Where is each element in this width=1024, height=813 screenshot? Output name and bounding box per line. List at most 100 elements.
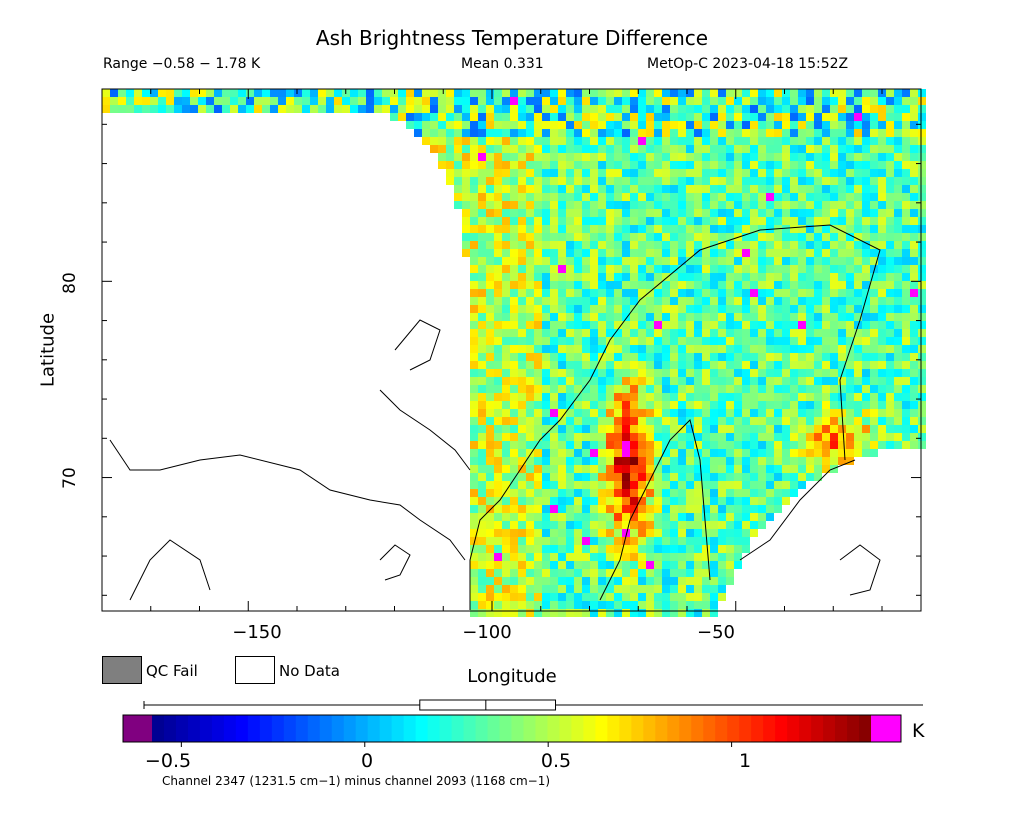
heatmap-cell [598, 233, 606, 241]
heatmap-cell [622, 601, 630, 609]
heatmap-cell [822, 281, 830, 289]
heatmap-cell [694, 233, 702, 241]
heatmap-cell [790, 465, 798, 473]
heatmap-cell [774, 465, 782, 473]
heatmap-cell [710, 265, 718, 273]
heatmap-cell [774, 433, 782, 441]
heatmap-cell [566, 361, 574, 369]
heatmap-cell [550, 129, 558, 137]
heatmap-cell [462, 129, 470, 137]
heatmap-cell [662, 337, 670, 345]
heatmap-cell [486, 377, 494, 385]
heatmap-cell [582, 225, 590, 233]
heatmap-cell [598, 417, 606, 425]
heatmap-cell [742, 329, 750, 337]
heatmap-cell [822, 121, 830, 129]
heatmap-cell [558, 609, 566, 617]
heatmap-cell [478, 449, 486, 457]
heatmap-cell [598, 257, 606, 265]
heatmap-cell [518, 417, 526, 425]
heatmap-cell [174, 89, 182, 97]
heatmap-cell [846, 273, 854, 281]
heatmap-cell [838, 457, 846, 465]
coastline [739, 459, 856, 561]
heatmap-cell [510, 449, 518, 457]
heatmap-cell [750, 529, 758, 537]
heatmap-cell [470, 489, 478, 497]
heatmap-cell [734, 201, 742, 209]
heatmap-cell [854, 273, 862, 281]
heatmap-cell [542, 241, 550, 249]
heatmap-cell [654, 433, 662, 441]
heatmap-cell [854, 121, 862, 129]
heatmap-cell [534, 241, 542, 249]
heatmap-cell [574, 433, 582, 441]
heatmap-cell [726, 265, 734, 273]
heatmap-cell [750, 297, 758, 305]
heatmap-cell [710, 409, 718, 417]
heatmap-cell [662, 529, 670, 537]
heatmap-cell [694, 529, 702, 537]
heatmap-cell [558, 337, 566, 345]
heatmap-cell [518, 553, 526, 561]
heatmap-cell [462, 169, 470, 177]
heatmap-cell [638, 489, 646, 497]
heatmap-cell [798, 385, 806, 393]
heatmap-cell [614, 361, 622, 369]
colorbar-segment [667, 715, 680, 742]
heatmap-cell [790, 129, 798, 137]
heatmap-cell [830, 201, 838, 209]
heatmap-cell [854, 393, 862, 401]
heatmap-cell [502, 353, 510, 361]
heatmap-cell [510, 553, 518, 561]
heatmap-cell [662, 497, 670, 505]
heatmap-cell [614, 137, 622, 145]
colorbar-tick-label: 0.5 [540, 750, 572, 772]
heatmap-cell [526, 305, 534, 313]
heatmap-cell [582, 513, 590, 521]
heatmap-cell [774, 449, 782, 457]
heatmap-cell [894, 361, 902, 369]
heatmap-cell [718, 305, 726, 313]
heatmap-cell [606, 289, 614, 297]
heatmap-cell [470, 289, 478, 297]
heatmap-cell [774, 377, 782, 385]
heatmap-cell [862, 441, 870, 449]
heatmap-cell [830, 393, 838, 401]
heatmap-cell [726, 129, 734, 137]
heatmap-cell [886, 105, 894, 113]
heatmap-cell [582, 89, 590, 97]
heatmap-cell [598, 497, 606, 505]
heatmap-cell [598, 177, 606, 185]
heatmap-cell [614, 521, 622, 529]
heatmap-cell [470, 153, 478, 161]
heatmap-cell [838, 145, 846, 153]
heatmap-cell [814, 313, 822, 321]
heatmap-cell [878, 185, 886, 193]
heatmap-cell [622, 433, 630, 441]
heatmap-cell [614, 433, 622, 441]
heatmap-cell [854, 385, 862, 393]
heatmap-cell [358, 89, 366, 97]
heatmap-cell [534, 257, 542, 265]
heatmap-cell [822, 145, 830, 153]
heatmap-cell [798, 113, 806, 121]
heatmap-cell [622, 505, 630, 513]
heatmap-cell [838, 273, 846, 281]
heatmap-cell [238, 105, 246, 113]
heatmap-cell [742, 249, 750, 257]
heatmap-cell [462, 145, 470, 153]
heatmap-cell [486, 201, 494, 209]
heatmap-cell [830, 433, 838, 441]
heatmap-cell [678, 289, 686, 297]
heatmap-cell [606, 89, 614, 97]
heatmap-cell [662, 121, 670, 129]
heatmap-cell [678, 601, 686, 609]
heatmap-cell [598, 201, 606, 209]
heatmap-cell [654, 201, 662, 209]
heatmap-cell [526, 401, 534, 409]
heatmap-cell [558, 521, 566, 529]
heatmap-cell [830, 369, 838, 377]
heatmap-cell [702, 585, 710, 593]
heatmap-cell [478, 513, 486, 521]
